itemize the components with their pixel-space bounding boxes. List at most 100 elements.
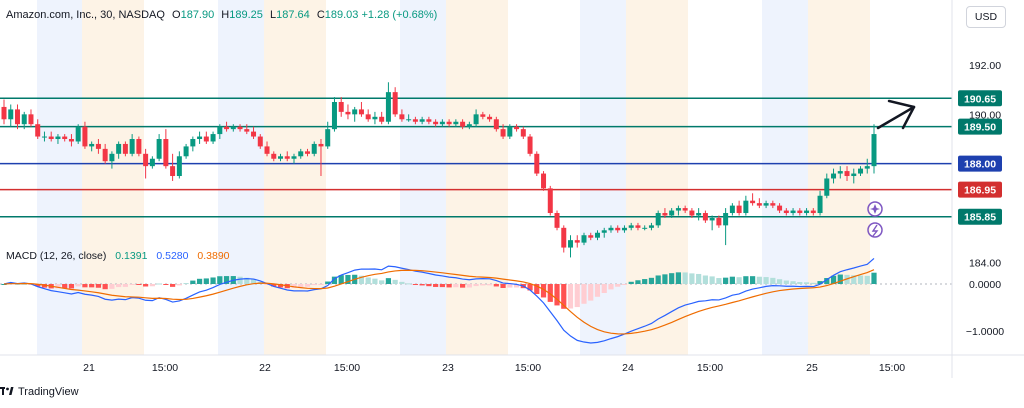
level-price-tag[interactable] (958, 181, 1002, 198)
candle-body (35, 124, 41, 137)
level-price-tag[interactable] (958, 155, 1002, 172)
event-bolt-glyph-icon (871, 224, 879, 237)
low-label: L (269, 9, 277, 21)
candle-body (176, 156, 182, 177)
macd-histogram-bar (35, 284, 41, 287)
candle-body (89, 143, 95, 147)
candle-body (446, 121, 452, 125)
macd-histogram-bar (163, 284, 169, 285)
candle-body (608, 227, 614, 231)
macd-histogram-bar (466, 284, 472, 288)
session-background (37, 0, 870, 355)
macd-histogram-bar (770, 277, 776, 284)
horizontal-levels[interactable] (0, 97, 952, 218)
candle-body (770, 203, 776, 206)
candle-body (466, 124, 472, 127)
candle-body (662, 213, 668, 216)
candle-body (116, 143, 122, 154)
macd-histogram-bar (750, 276, 756, 284)
macd-legend: MACD (12, 26, close) 0.1391 0.5280 0.389… (6, 250, 230, 262)
macd-histogram-bar (338, 275, 344, 284)
candle-body (588, 235, 594, 238)
event-star-icon[interactable] (867, 201, 883, 217)
macd-histogram-bar (817, 281, 823, 284)
macd-histogram-bar (696, 273, 702, 284)
macd-histogram-bar (210, 277, 216, 284)
candle-body (682, 208, 688, 211)
time-axis[interactable]: 21 15:00 22 15:00 23 15:00 24 15:00 25 15:00 (0, 354, 1024, 374)
candle-body (655, 213, 661, 226)
candle-body (817, 195, 823, 214)
candle-body (183, 146, 189, 157)
macd-histogram-bar (561, 284, 567, 309)
candle-body (28, 114, 34, 125)
macd-histogram-bar (803, 282, 810, 284)
macd-histogram-bar (736, 277, 742, 284)
macd-histogram-bar (554, 284, 560, 306)
macd-histogram-bar (62, 284, 68, 289)
price-tick-label: 192.00 (969, 60, 1001, 72)
candle-body (716, 217, 722, 226)
candle-body (75, 126, 81, 142)
macd-line-value: 0.5280 (156, 250, 189, 262)
candle-body (129, 139, 135, 154)
candle-body (311, 143, 317, 154)
macd-histogram-bar (871, 272, 877, 284)
candle-body (406, 119, 412, 121)
drawings[interactable] (867, 99, 916, 238)
candle-body (702, 213, 708, 221)
candle-body (621, 227, 627, 231)
macd-histogram-bar (433, 284, 439, 287)
candle-body (480, 114, 486, 117)
candle-body (352, 109, 358, 115)
currency-button[interactable]: USD (966, 6, 1006, 28)
candle-body (392, 92, 398, 115)
macd-histogram-bar (689, 273, 695, 284)
high-value: 189.25 (229, 9, 263, 21)
candle-body (574, 240, 580, 243)
candle-body (412, 119, 418, 122)
trend-arrow-head[interactable] (887, 99, 916, 130)
candle-body (419, 119, 425, 122)
trend-arrow-shaft[interactable] (876, 105, 916, 130)
macd-pane: 0.0000 −1.0000 (0, 257, 1004, 344)
time-tick-label: 15:00 (879, 362, 905, 374)
price-axis[interactable]: 192.00 190.00 184.00 190.65 189.50 188.00 186.… (951, 0, 1002, 378)
macd-histogram-bar (109, 284, 115, 289)
level-price-tag[interactable] (958, 118, 1002, 135)
change-value: +1.28 (+0.68%) (361, 9, 438, 21)
candle-body (831, 173, 837, 179)
candle-body (628, 225, 634, 228)
macd-histogram-bar (55, 284, 61, 289)
event-bolt-icon[interactable] (867, 222, 883, 238)
macd-histogram-bar (264, 284, 270, 285)
candle-body (109, 153, 115, 162)
time-tick-label: 25 (806, 362, 818, 374)
macd-histogram-bar (237, 276, 243, 284)
macd-histogram-bar (41, 284, 48, 288)
macd-histogram-bar (642, 279, 648, 284)
macd-histogram-bar (473, 284, 479, 287)
macd-histogram-bar (14, 283, 21, 285)
candle-body (783, 210, 789, 214)
macd-histogram-bar (122, 284, 128, 287)
level-price-tag[interactable] (958, 90, 1002, 107)
macd-histogram-bar (581, 284, 587, 304)
candle-body (170, 166, 176, 177)
candle-body (338, 102, 344, 112)
candle-body (224, 126, 230, 130)
level-price-tag[interactable] (958, 208, 1002, 225)
macd-histogram-bar (82, 284, 88, 288)
candle-body (797, 210, 803, 214)
candle-body (810, 210, 816, 214)
macd-histogram-bar (183, 283, 189, 285)
candle-body (635, 225, 641, 228)
macd-histogram-bar (372, 278, 378, 284)
macd-histogram-bar (493, 284, 499, 287)
macd-histogram-bar (628, 281, 634, 284)
candle-body (143, 153, 149, 167)
price-tick-label: 190.00 (969, 109, 1001, 121)
candle-body (331, 102, 337, 130)
macd-histogram-bar (298, 284, 304, 288)
